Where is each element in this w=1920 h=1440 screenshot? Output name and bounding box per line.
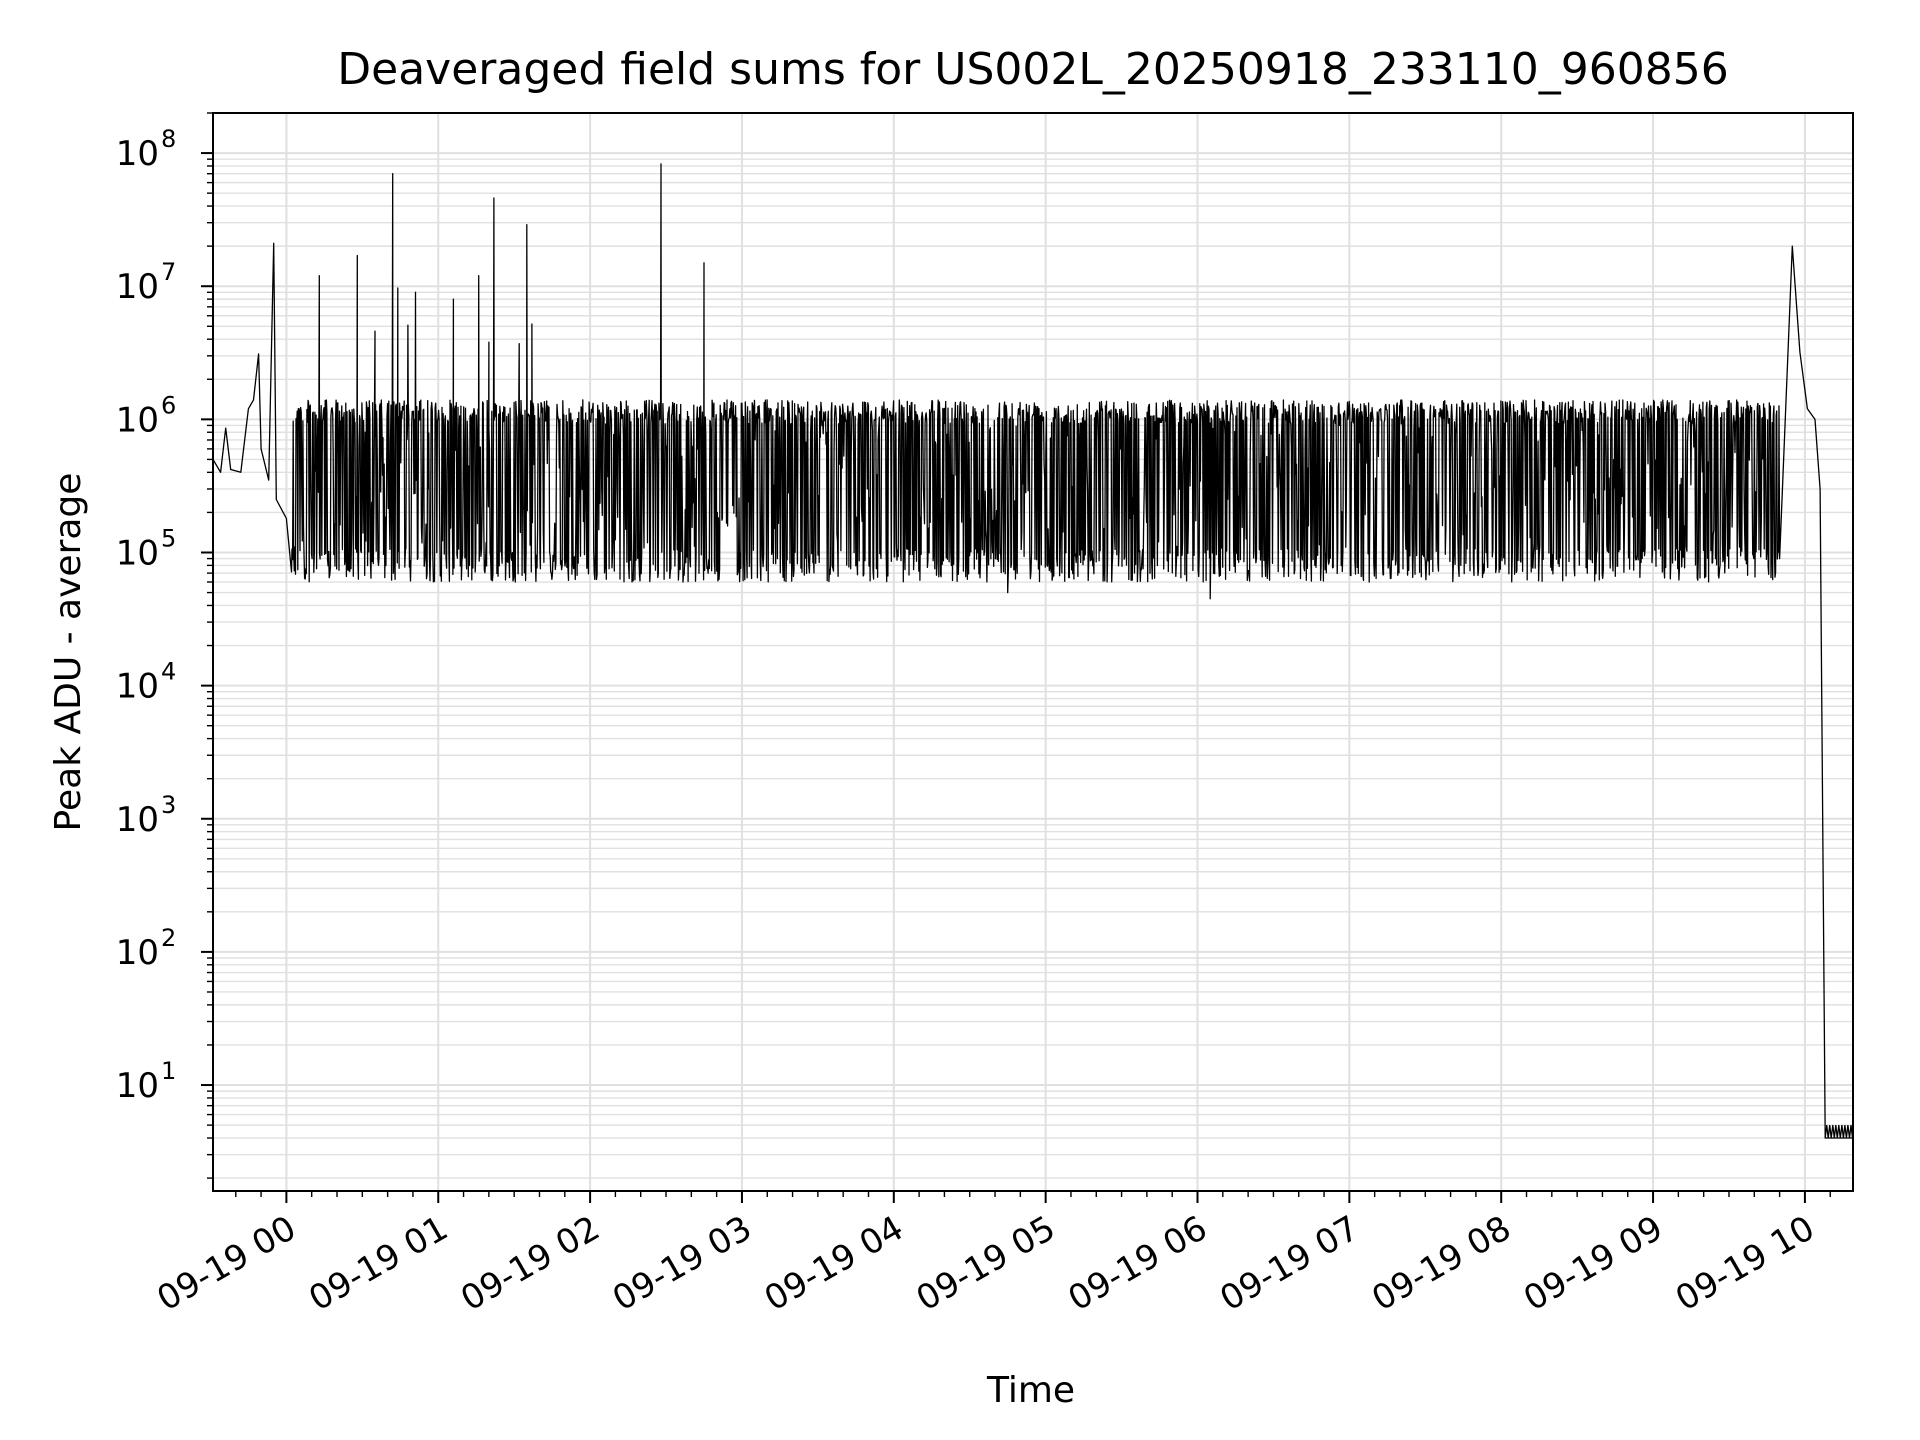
y-tick-label: 10 [116, 533, 159, 573]
series-line [212, 163, 1854, 1139]
y-tick-exponent: 1 [161, 1057, 176, 1085]
y-tick-exponent: 8 [161, 125, 176, 153]
x-axis-label: Time [986, 1370, 1075, 1411]
plot-frame [212, 112, 1854, 1192]
y-tick-label: 10 [116, 933, 159, 973]
y-tick-label: 10 [116, 134, 159, 174]
y-tick-exponent: 2 [161, 924, 176, 952]
y-tick-exponent: 5 [161, 524, 176, 552]
y-tick-exponent: 6 [161, 391, 176, 419]
y-tick-label: 10 [116, 1066, 159, 1106]
y-tick-exponent: 3 [161, 791, 176, 819]
y-tick-label: 10 [116, 267, 159, 307]
chart-title: Deaveraged field sums for US002L_2025091… [337, 44, 1729, 95]
series-tail [1824, 1125, 1854, 1139]
y-tick-exponent: 4 [161, 658, 176, 686]
y-axis-label: Peak ADU - average [48, 473, 89, 832]
y-tick-label: 10 [116, 400, 159, 440]
grid [213, 112, 1853, 1191]
y-tick-label: 10 [116, 800, 159, 840]
y-tick-label: 10 [116, 667, 159, 707]
series-path [212, 163, 1853, 1139]
y-tick-exponent: 7 [161, 258, 176, 286]
